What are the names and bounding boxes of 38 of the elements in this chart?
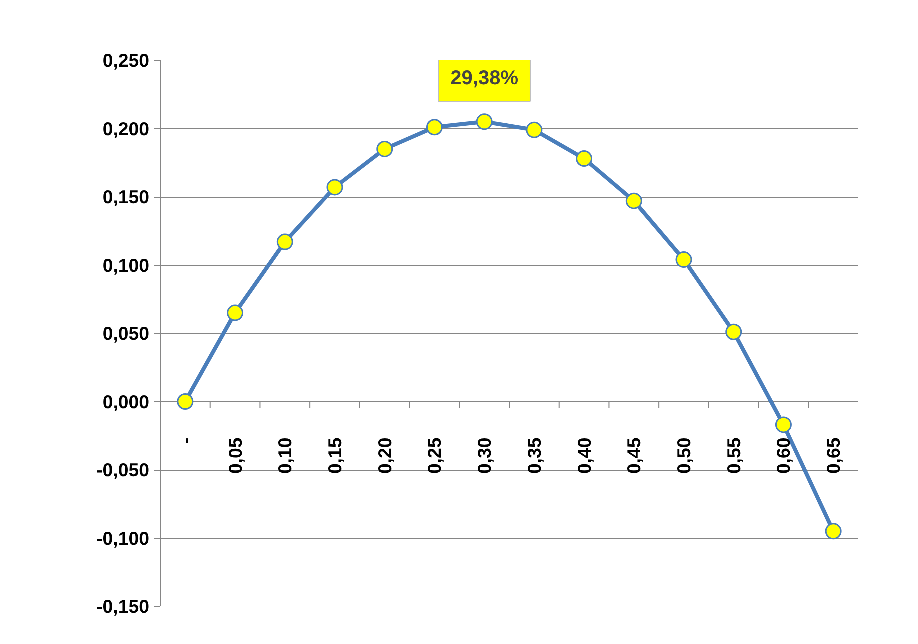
point bbox=[376, 140, 394, 158]
y-tick-label: 0,100 bbox=[102, 254, 150, 276]
x-tick-label: 0,40 bbox=[574, 438, 595, 474]
x-tick-label: 0,05 bbox=[224, 438, 246, 474]
x-tick-label: 0,35 bbox=[524, 438, 545, 474]
x-tick-label: 0,20 bbox=[374, 438, 396, 474]
x-tick-label: 0,60 bbox=[773, 438, 794, 474]
x-tick-label: 0,65 bbox=[823, 438, 844, 474]
point bbox=[227, 304, 244, 322]
x-tick-label: 0,45 bbox=[624, 438, 645, 474]
point bbox=[775, 416, 792, 434]
x-tick-label: 0,25 bbox=[424, 438, 446, 474]
y-tick-label: 0,050 bbox=[102, 323, 150, 344]
point bbox=[726, 324, 742, 340]
point bbox=[626, 192, 642, 210]
x-tick-label: 0,30 bbox=[474, 438, 496, 474]
point bbox=[825, 523, 842, 540]
y-tick-label: 0,250 bbox=[102, 50, 150, 71]
annotation: 29,38% bbox=[450, 68, 519, 90]
point bbox=[526, 122, 543, 138]
y-tick-label: -0,100 bbox=[96, 528, 150, 549]
point bbox=[177, 394, 194, 410]
y-tick-label: -0,050 bbox=[96, 460, 150, 480]
x-tick-label: 0,50 bbox=[674, 438, 694, 474]
x-tick-label: - bbox=[174, 438, 196, 444]
point bbox=[576, 150, 593, 168]
y-tick-label: -0,150 bbox=[96, 596, 150, 617]
point bbox=[426, 119, 443, 136]
y-tick-label: 0,200 bbox=[102, 118, 150, 140]
point bbox=[676, 252, 692, 268]
point bbox=[326, 179, 344, 196]
y-tick-label: 0,150 bbox=[102, 186, 150, 208]
y-tick-label: 0,000 bbox=[102, 391, 150, 412]
point bbox=[276, 234, 294, 250]
x-tick-label: 0,15 bbox=[324, 438, 346, 474]
x-tick-label: 0,55 bbox=[723, 438, 744, 474]
point bbox=[476, 114, 493, 130]
x-tick-label: 0,10 bbox=[274, 438, 296, 474]
